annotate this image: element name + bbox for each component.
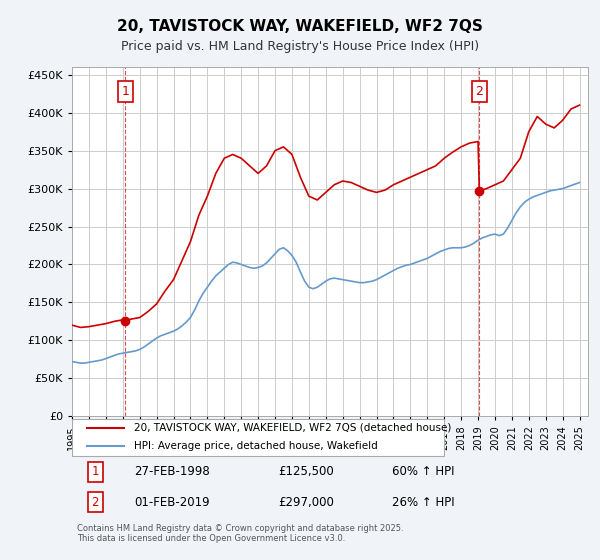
- Text: £125,500: £125,500: [278, 465, 334, 478]
- Text: 27-FEB-1998: 27-FEB-1998: [134, 465, 209, 478]
- Text: Contains HM Land Registry data © Crown copyright and database right 2025.
This d: Contains HM Land Registry data © Crown c…: [77, 524, 404, 543]
- Text: 60% ↑ HPI: 60% ↑ HPI: [392, 465, 454, 478]
- Text: 26% ↑ HPI: 26% ↑ HPI: [392, 496, 455, 508]
- Text: 2: 2: [475, 85, 484, 98]
- Text: £297,000: £297,000: [278, 496, 334, 508]
- Text: 2: 2: [91, 496, 99, 508]
- Text: HPI: Average price, detached house, Wakefield: HPI: Average price, detached house, Wake…: [134, 441, 377, 451]
- FancyBboxPatch shape: [72, 419, 443, 456]
- Text: 01-FEB-2019: 01-FEB-2019: [134, 496, 209, 508]
- Text: 1: 1: [121, 85, 129, 98]
- Text: 1: 1: [91, 465, 99, 478]
- Text: 20, TAVISTOCK WAY, WAKEFIELD, WF2 7QS: 20, TAVISTOCK WAY, WAKEFIELD, WF2 7QS: [117, 18, 483, 34]
- Text: 20, TAVISTOCK WAY, WAKEFIELD, WF2 7QS (detached house): 20, TAVISTOCK WAY, WAKEFIELD, WF2 7QS (d…: [134, 423, 451, 433]
- Text: Price paid vs. HM Land Registry's House Price Index (HPI): Price paid vs. HM Land Registry's House …: [121, 40, 479, 53]
